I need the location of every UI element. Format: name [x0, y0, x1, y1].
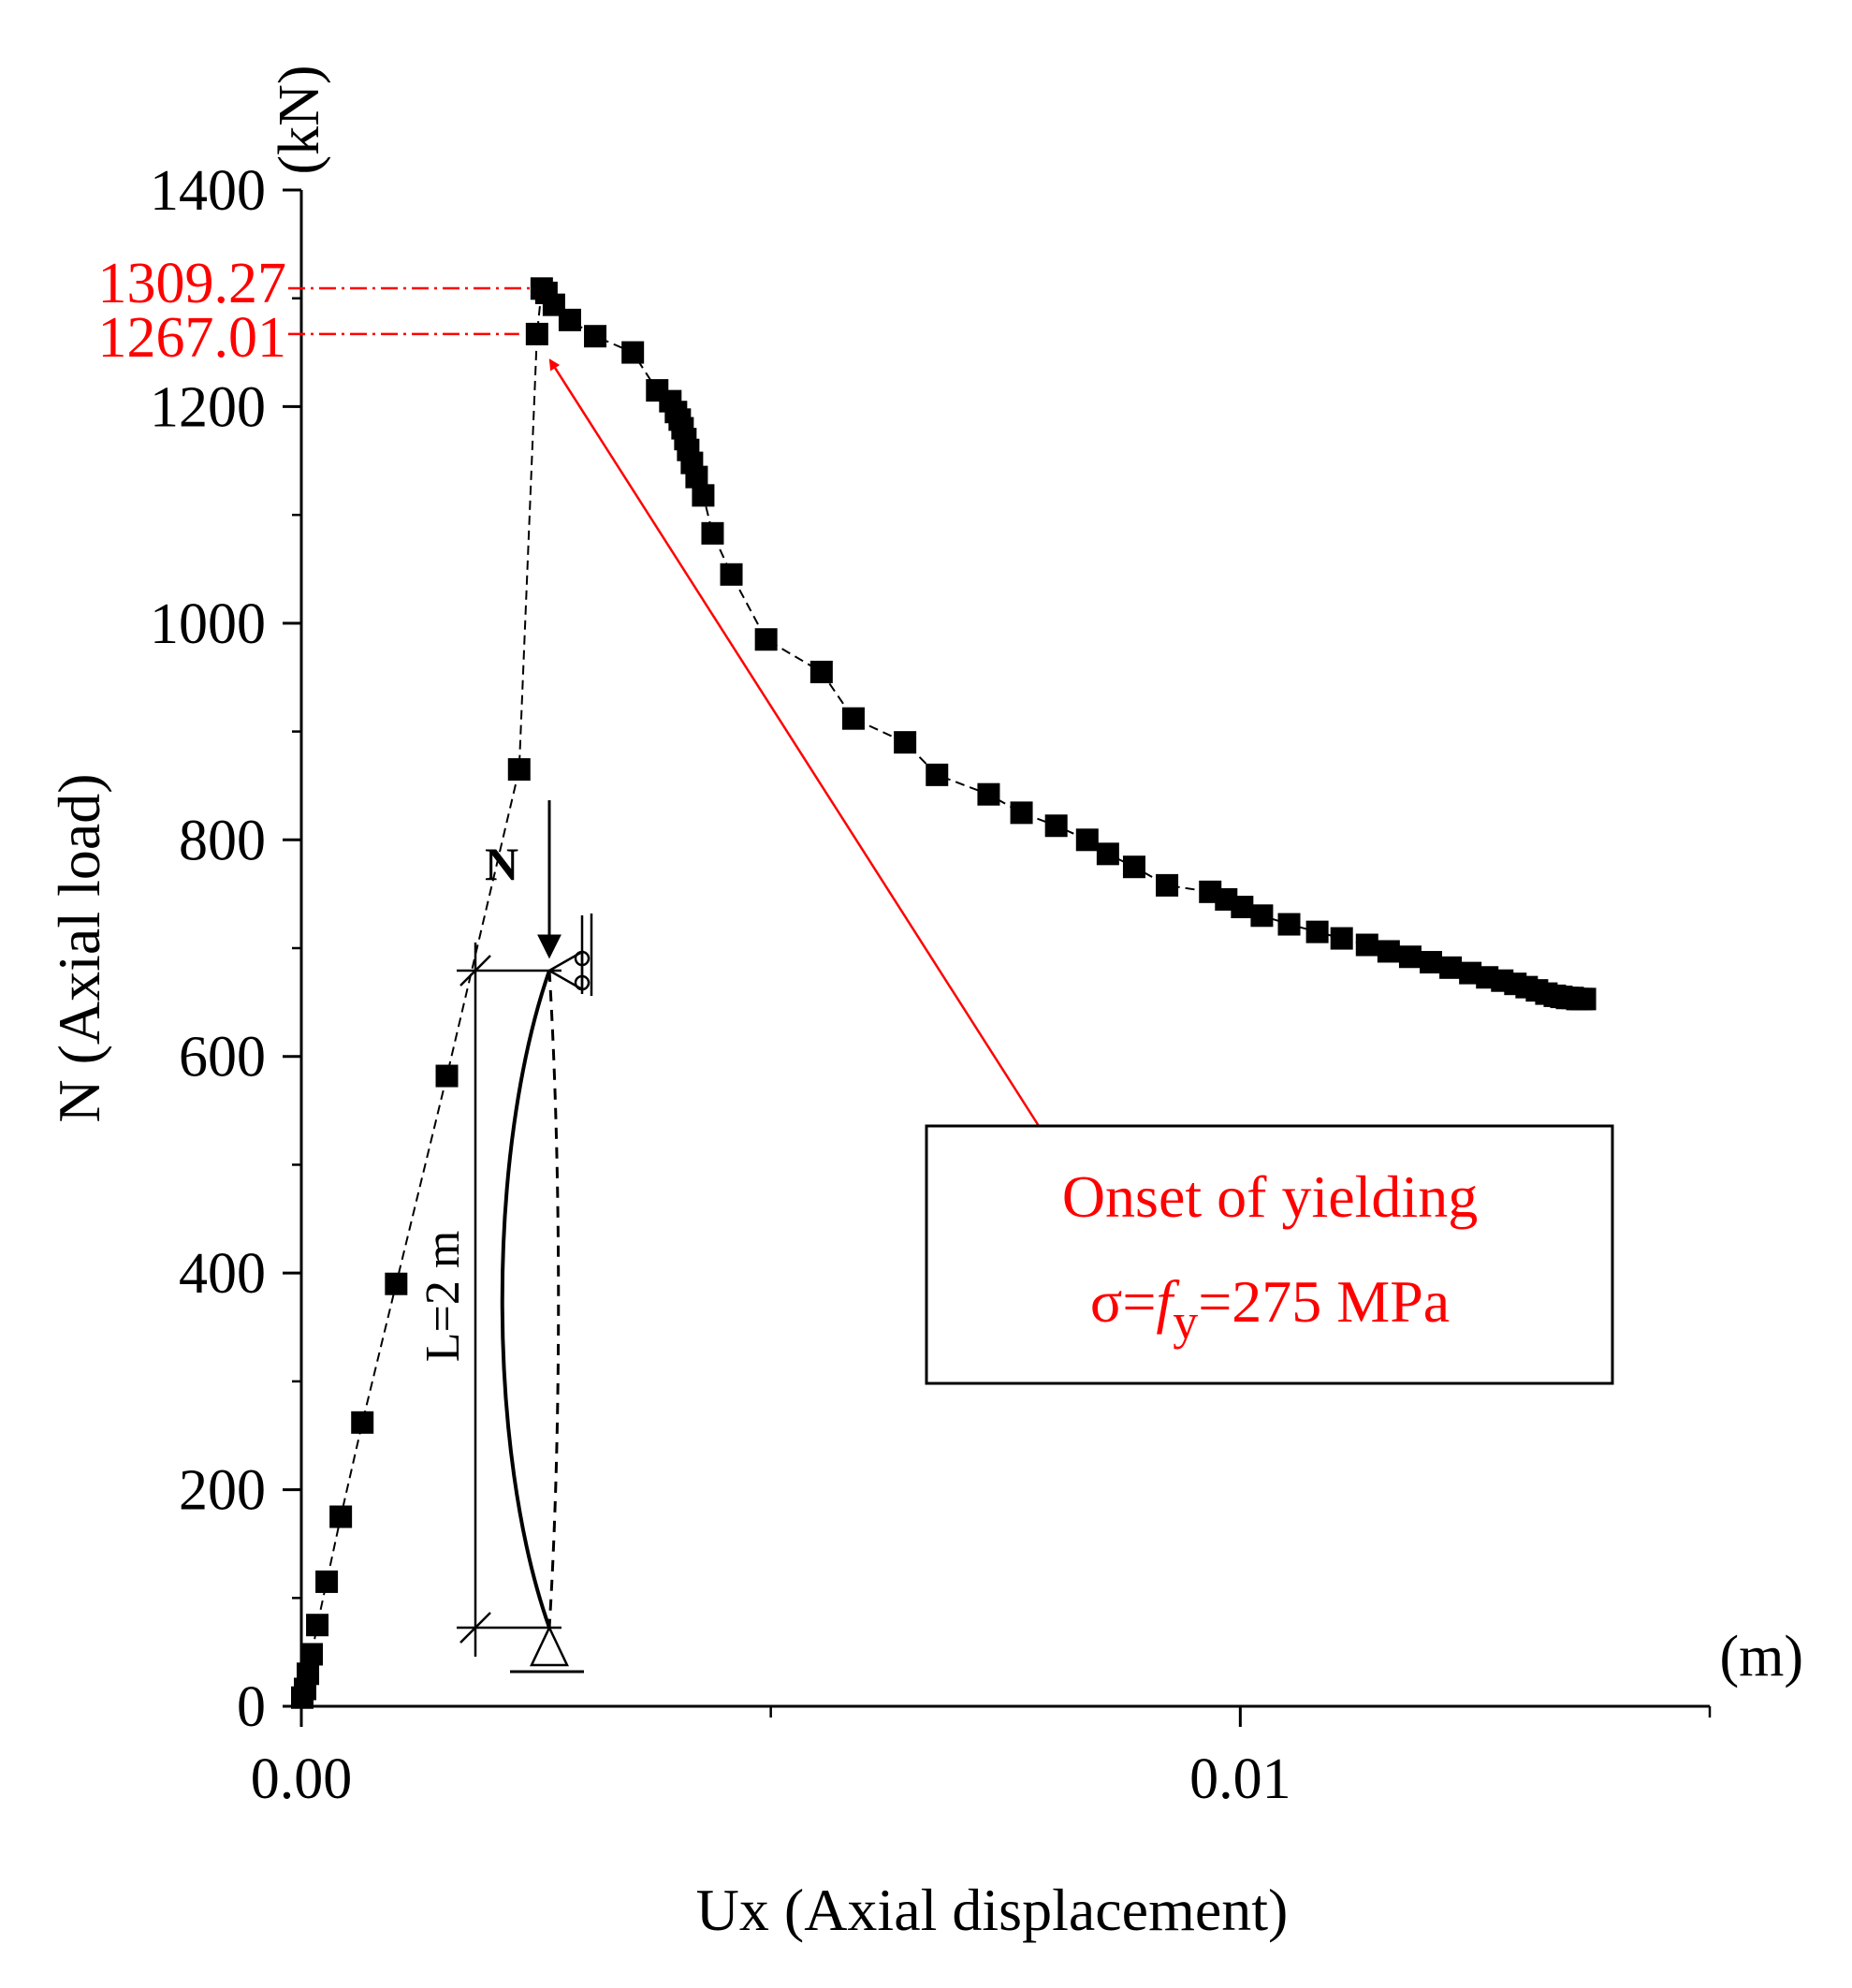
column-inset-diagram: N L=2 m	[416, 800, 593, 1674]
data-point-marker	[720, 563, 743, 586]
inset-top-roller-2	[574, 974, 591, 991]
data-point-marker	[1010, 801, 1033, 825]
data-point-marker	[306, 1614, 329, 1637]
data-point-marker	[1377, 940, 1400, 963]
annotation-yield-stress: σ=fy=275 MPa	[1090, 1268, 1450, 1350]
data-point-marker	[1250, 904, 1274, 928]
data-point-marker	[1305, 920, 1329, 943]
inset-buckled-column-solid	[500, 970, 551, 1629]
data-point-marker	[584, 325, 607, 348]
y-ticks: 0 200 400 600 800 1000 1200 1400	[150, 159, 301, 1739]
data-point-marker	[926, 763, 949, 786]
data-point-marker	[1096, 842, 1119, 866]
inset-top-tick-mark	[459, 955, 491, 987]
data-point-marker	[1573, 987, 1597, 1011]
data-point-marker	[701, 521, 724, 545]
x-unit-label: (m)	[1719, 1625, 1803, 1688]
data-point-marker	[1075, 828, 1099, 852]
annotation-title: Onset of yielding	[1062, 1163, 1478, 1230]
data-markers	[291, 277, 1597, 1709]
data-point-marker	[1231, 896, 1254, 919]
data-point-marker	[894, 731, 917, 754]
inset-bottom-tick-mark	[459, 1612, 491, 1644]
data-point-marker	[685, 465, 708, 489]
data-point-marker	[1277, 913, 1301, 936]
data-point-marker	[621, 341, 645, 364]
data-point-marker	[977, 782, 1000, 806]
y-tick-label: 1400	[150, 159, 266, 223]
data-point-marker	[1398, 945, 1422, 969]
y-tick-label: 1200	[150, 375, 266, 439]
annotation-arrow	[548, 358, 1041, 1127]
data-point-marker	[385, 1272, 408, 1295]
x-ticks: 0.00 0.01	[251, 1706, 1712, 1811]
series-connector-line	[301, 286, 1585, 1699]
data-point-marker	[300, 1643, 324, 1666]
y-tick-label: 800	[179, 809, 266, 872]
data-point-marker	[1156, 873, 1179, 897]
annotation-subscript: y	[1173, 1294, 1198, 1350]
annotation-sigma: σ=	[1090, 1268, 1157, 1335]
data-point-marker	[1420, 951, 1443, 974]
data-point-marker	[329, 1505, 353, 1528]
inset-top-roller-1	[574, 950, 591, 967]
annotation-stress-value: =275 MPa	[1198, 1268, 1450, 1335]
data-point-marker	[841, 707, 865, 730]
x-axis-title: Ux (Axial displacement)	[696, 1877, 1289, 1943]
data-point-marker	[558, 308, 581, 331]
y-tick-label: 1000	[150, 592, 266, 656]
y-axis-title: N (Axial load)	[46, 773, 112, 1122]
data-point-marker	[1355, 933, 1378, 957]
data-connector-layer	[301, 286, 1585, 1699]
yield-annotation: Onset of yielding σ=fy=275 MPa	[548, 358, 1614, 1385]
data-point-marker	[1122, 855, 1145, 879]
data-point-marker	[809, 660, 833, 683]
y-tick-label: 400	[179, 1242, 266, 1306]
inset-original-column-dashed	[547, 970, 561, 1629]
data-point-marker	[525, 322, 548, 345]
data-point-marker	[754, 628, 778, 651]
inset-bottom-pin-support-triangle	[530, 1625, 569, 1667]
x-tick-label: 0.01	[1189, 1747, 1291, 1811]
data-point-marker	[1439, 956, 1463, 979]
data-point-marker	[297, 1662, 320, 1686]
data-point-marker	[692, 484, 715, 507]
data-point-marker	[507, 758, 531, 782]
highlight-label: 1309.27	[98, 252, 287, 315]
x-tick-label: 0.00	[251, 1747, 353, 1811]
highlight-label: 1267.01	[98, 306, 287, 370]
inset-force-label: N	[485, 838, 518, 890]
data-point-marker	[351, 1411, 374, 1434]
data-point-marker	[435, 1064, 459, 1088]
y-tick-label: 200	[179, 1459, 266, 1523]
data-point-marker	[1044, 814, 1068, 838]
y-tick-label: 0	[237, 1675, 266, 1739]
axes	[299, 190, 1710, 1708]
data-point-marker	[315, 1570, 339, 1593]
annotation-box	[925, 1124, 1614, 1385]
inset-length-label: L=2 m	[416, 1231, 470, 1363]
y-tick-label: 600	[179, 1026, 266, 1089]
data-point-marker	[1330, 927, 1353, 950]
y-unit-label: (kN)	[268, 65, 331, 174]
